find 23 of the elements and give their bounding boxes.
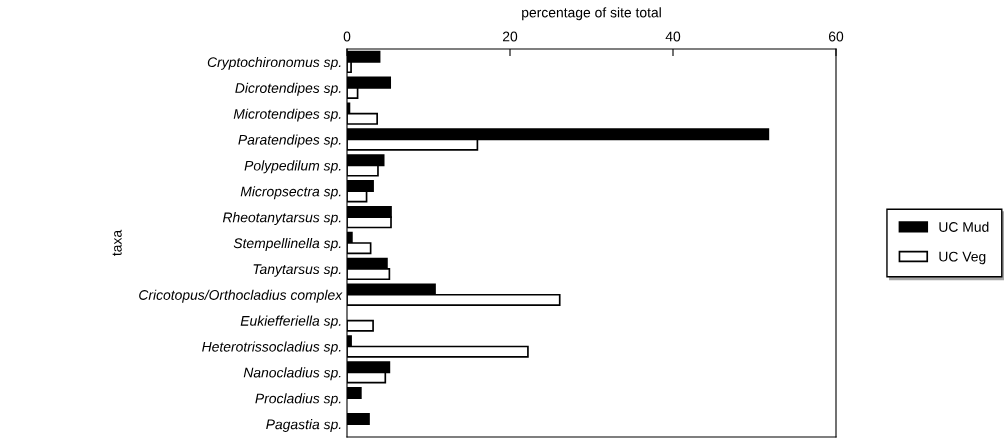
y-tick-label: Paratendipes sp.	[238, 134, 341, 148]
y-tick-label: Tanytarsus sp.	[253, 264, 341, 277]
x-tick-label: 40	[665, 31, 681, 42]
y-tick-label: Nanocladius sp.	[243, 367, 341, 381]
y-tick-label: Micropsectra sp.	[240, 186, 341, 200]
y-tick-label: Pagastia sp.	[266, 419, 341, 432]
y-tick-label: Microtendipes sp.	[233, 108, 341, 122]
y-axis-title: taxa	[112, 229, 122, 256]
x-tick-label: 0	[343, 31, 351, 42]
y-tick-label: Heterotrissocladius sp.	[202, 341, 341, 355]
y-tick-label: Polypedilum sp.	[244, 160, 341, 174]
y-tick-label: Cryptochironomus sp.	[207, 56, 341, 70]
y-tick-label: Stempellinella sp.	[233, 237, 341, 251]
y-tick-label: Rheotanytarsus sp.	[222, 212, 341, 226]
y-tick-label: Eukiefferiella sp.	[240, 315, 341, 329]
x-tick-label: 60	[828, 31, 844, 42]
y-tick-label: Dicrotendipes sp.	[235, 82, 341, 96]
legend-label: UC Veg	[939, 251, 986, 265]
x-axis-title: percentage of site total	[522, 7, 661, 21]
legend-label: UC Mud	[939, 221, 989, 232]
x-tick-label: 20	[502, 31, 518, 42]
y-tick-label: Cricotopus/Orthocladius complex	[139, 289, 343, 303]
y-tick-label: Procladius sp.	[255, 393, 341, 407]
